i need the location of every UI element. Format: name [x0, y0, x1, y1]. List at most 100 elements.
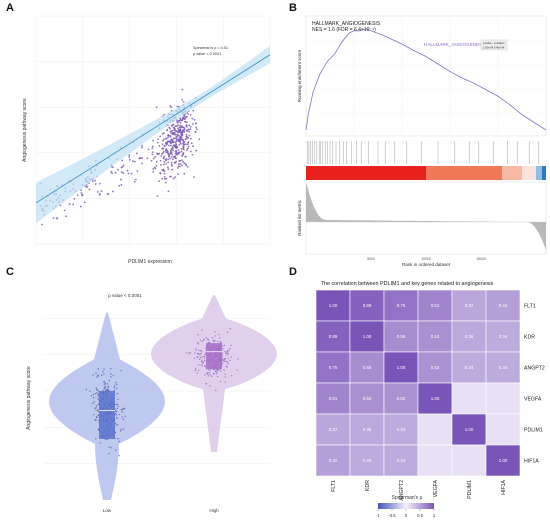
violin-point-high [216, 369, 219, 371]
scatter-point [194, 131, 197, 133]
violin-point-high [193, 357, 196, 359]
violin-point-low [94, 393, 97, 395]
heatmap-cell-value: 0.55 [397, 334, 406, 339]
scatter-point [174, 137, 177, 140]
violin-point-high [224, 357, 226, 360]
violin-point-high [207, 339, 210, 341]
violin-point-high [201, 356, 203, 358]
colorbar-segment-lightblue [536, 166, 542, 180]
violin-point-low [123, 407, 126, 410]
scatter-point [173, 137, 175, 140]
scatter-annotation-p: p value < 0.0001 [193, 52, 221, 56]
violin-chart: p value < 0.0001 Low High Angiogenesis p… [26, 280, 277, 513]
violin-point-low [120, 428, 122, 431]
violin-point-high [201, 329, 203, 331]
violin-point-high [197, 343, 200, 345]
scatter-point [161, 177, 164, 180]
scatter-point [128, 158, 131, 161]
violin-point-high [203, 339, 205, 341]
violin-point-low [103, 383, 106, 385]
violin-point-high [204, 366, 207, 368]
violin-point-low [89, 390, 91, 392]
heatmap-cell [451, 289, 487, 322]
violin-point-low [103, 380, 105, 383]
violin-point-low [121, 416, 123, 418]
scatter-point [151, 151, 154, 154]
scatter-point [147, 148, 150, 151]
scatter-point [172, 126, 175, 129]
violin-point-low [106, 438, 108, 441]
panel-label-c: C [6, 266, 14, 278]
violin-point-low [93, 413, 95, 416]
gsea-subtitle: NES = 1.6 (FDR = 6.4×10⁻⁴) [312, 27, 376, 33]
violin-point-low [124, 415, 127, 417]
violin-point-low [107, 389, 110, 391]
scatter-point [141, 157, 143, 159]
scatter-point [180, 119, 183, 122]
scatter-point [163, 170, 166, 172]
scatter-annotation-rho: Spearman's ρ = 0.51 [193, 46, 228, 50]
violin-point-low [116, 417, 118, 419]
gsea-rank-colorbar [306, 166, 546, 180]
violin-point-high [203, 357, 206, 359]
scatter-point [63, 209, 66, 212]
scatter-point [158, 144, 161, 147]
violin-point-low [96, 416, 98, 419]
violin-point-high [214, 331, 216, 333]
violin-point-high [200, 352, 202, 355]
scatter-point [176, 134, 179, 137]
violin-point-high [186, 351, 188, 354]
scatter-point [188, 134, 191, 137]
violin-point-high [227, 352, 230, 355]
violin-point-low [112, 374, 114, 377]
scatter-point [150, 159, 153, 162]
violin-point-high [208, 369, 210, 371]
violin-point-high [226, 331, 229, 334]
scatter-point [169, 175, 171, 178]
gsea-x-tick-2: 10000 [421, 257, 431, 261]
violin-point-low [113, 387, 116, 389]
scatter-point [141, 144, 144, 147]
heatmap-cell [383, 413, 419, 446]
scatter-point [183, 114, 186, 117]
scatter-point [183, 131, 186, 133]
violin-point-low [95, 404, 98, 407]
scatter-point [112, 190, 114, 193]
heatmap-cell [451, 382, 487, 415]
violin-point-high [207, 375, 210, 377]
violin-point-low [116, 403, 118, 406]
scatter-point [170, 155, 173, 158]
heatmap-cell [485, 320, 521, 353]
violin-point-low [110, 376, 112, 378]
gsea-ranked-area [305, 181, 547, 255]
scatter-point [185, 115, 188, 118]
gsea-x-axis-label: Rank in ordered dataset [402, 262, 451, 267]
scatter-point [162, 157, 165, 160]
violin-point-high [222, 362, 224, 364]
violin-point-high [224, 352, 227, 355]
scatter-point [172, 147, 174, 149]
scatter-point [178, 151, 181, 154]
scatter-point [177, 139, 180, 142]
violin-point-low [119, 430, 122, 432]
panel-c-violin: p value < 0.0001 Low High Angiogenesis p… [0, 268, 280, 522]
scatter-point [128, 154, 131, 157]
gsea-grid [306, 16, 546, 136]
violin-point-high [201, 350, 203, 352]
scatter-point [174, 176, 177, 179]
scatter-point [151, 145, 154, 148]
violin-point-high [227, 362, 229, 365]
heatmap-cells: 1.00 0.89 0.75 0.61 0.37 0.42 0.89 1.00 0.55 0.53… [315, 289, 521, 477]
violin-point-low [96, 376, 98, 378]
scatter-point [181, 159, 183, 162]
scatter-point [167, 168, 170, 171]
scatter-point [184, 138, 187, 141]
scatter-point [181, 154, 184, 157]
violin-point-high [219, 380, 222, 383]
scatter-point [178, 144, 181, 146]
violin-point-high [198, 358, 201, 361]
violin-point-low [110, 373, 112, 375]
violin-point-high [226, 351, 228, 353]
violin-point-low [95, 407, 97, 409]
scatter-point [152, 168, 155, 170]
